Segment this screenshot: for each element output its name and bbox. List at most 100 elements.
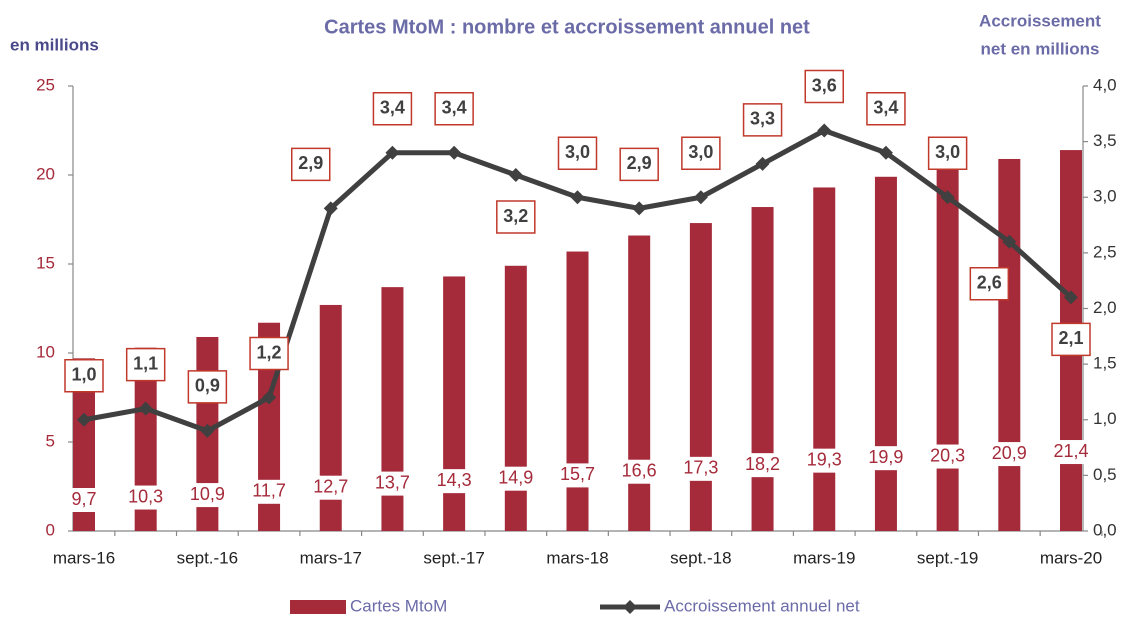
bar-label: 13,7 <box>375 472 410 492</box>
bar-label-bg <box>185 483 230 508</box>
marker <box>262 390 277 405</box>
legend-label: Accroissement annuel net <box>664 596 860 615</box>
line-label: 3,6 <box>812 75 837 95</box>
bar-label-bg <box>62 488 106 512</box>
bar-label-bg <box>740 453 785 478</box>
line-label: 3,0 <box>688 142 713 162</box>
bar-label: 10,9 <box>190 484 225 504</box>
line-label: 1,0 <box>71 365 96 385</box>
marker <box>77 412 91 427</box>
bar-label-bg <box>863 446 908 471</box>
line-label: 3,0 <box>565 142 590 162</box>
line-label: 3,2 <box>503 206 528 226</box>
bar <box>751 207 774 532</box>
y-tick-label: 10 <box>36 342 55 361</box>
x-tick-label: mars-20 <box>1040 548 1102 567</box>
y2-tick-label: 1,5 <box>1093 354 1117 373</box>
bar <box>134 347 157 531</box>
line-label-box <box>681 136 721 170</box>
bar-label: 14,9 <box>498 467 533 487</box>
x-tick-label: sept.-18 <box>670 548 731 567</box>
line-label-box <box>187 370 228 404</box>
bar <box>998 158 1021 532</box>
marker <box>817 123 832 138</box>
line-label-box <box>866 92 906 126</box>
bar-label: 17,3 <box>683 458 718 478</box>
line-label-box <box>291 147 331 182</box>
bar-label-bg <box>678 456 723 481</box>
line-label: 3,3 <box>750 109 775 129</box>
x-tick-label: mars-18 <box>546 548 608 567</box>
bar-label-bg <box>1049 440 1093 465</box>
bar-label-bg <box>802 448 847 473</box>
marker <box>508 168 523 182</box>
bar <box>381 287 404 531</box>
line-label: 2,6 <box>977 273 1002 293</box>
bar-label-bg <box>987 442 1032 467</box>
line-label-box <box>434 92 474 126</box>
bar <box>319 304 342 531</box>
y2-tick-label: 0,0 <box>1093 520 1117 539</box>
bar-label: 11,7 <box>252 481 286 501</box>
bar <box>443 276 466 531</box>
y2-tick-label: 0,5 <box>1093 465 1117 484</box>
line-label-box <box>249 336 289 371</box>
bar-label: 15,7 <box>560 464 595 484</box>
line-label: 3,4 <box>873 98 898 118</box>
marker <box>447 145 462 160</box>
bar <box>813 187 836 531</box>
marker <box>755 156 770 171</box>
bar <box>936 169 959 531</box>
line-label-box <box>927 136 968 170</box>
y-tick-label: 0 <box>46 520 55 539</box>
bar <box>504 265 527 531</box>
bar-label-bg <box>432 469 477 494</box>
bar-label: 19,9 <box>868 447 903 467</box>
line-label: 3,4 <box>442 98 467 118</box>
legend-marker <box>623 600 637 614</box>
bar-label: 18,2 <box>745 454 780 474</box>
bar-label-bg <box>493 466 538 491</box>
line-label-box <box>969 267 1010 301</box>
bar-label-bg <box>617 459 662 484</box>
bar-label-bg <box>308 475 353 500</box>
bar-label: 20,3 <box>930 445 965 465</box>
line-label: 3,4 <box>380 98 405 118</box>
chart-title: Cartes MtoM : nombre et accroissement an… <box>324 16 810 38</box>
marker <box>1002 234 1017 249</box>
y-tick-label: 20 <box>36 164 55 183</box>
marker <box>632 201 647 216</box>
bar-label: 21,4 <box>1053 441 1088 461</box>
y2-axis-title: Accroissement <box>979 11 1101 30</box>
line-label: 2,9 <box>627 153 652 173</box>
marker <box>200 423 215 438</box>
bar-label: 16,6 <box>622 460 657 480</box>
bar <box>628 235 651 531</box>
line-label-box <box>372 92 413 126</box>
bar <box>874 176 897 531</box>
bar-label-bg <box>123 485 168 510</box>
x-tick-label: sept.-19 <box>917 548 978 567</box>
line-label: 2,9 <box>298 153 323 173</box>
line-label-box <box>496 200 536 234</box>
line-label-box <box>742 103 783 137</box>
y2-axis-title: net en millions <box>980 39 1099 58</box>
bar-label: 19,3 <box>807 449 842 469</box>
marker <box>878 145 893 160</box>
line-label-box <box>64 359 104 393</box>
y-tick-label: 25 <box>36 75 55 94</box>
bar-label: 20,9 <box>992 443 1027 463</box>
line-label-box <box>125 347 166 382</box>
line-label: 0,9 <box>195 376 220 396</box>
line-label-box <box>557 136 598 170</box>
bar-label: 12,7 <box>313 476 348 496</box>
x-tick-label: mars-17 <box>300 548 362 567</box>
bar-label: 14,3 <box>437 470 472 490</box>
y-tick-label: 5 <box>46 431 55 450</box>
marker <box>1064 290 1078 305</box>
bar-label-bg <box>370 471 415 496</box>
y-tick-label: 15 <box>36 253 55 272</box>
marker <box>323 201 338 216</box>
legend-label: Cartes MtoM <box>350 596 447 615</box>
